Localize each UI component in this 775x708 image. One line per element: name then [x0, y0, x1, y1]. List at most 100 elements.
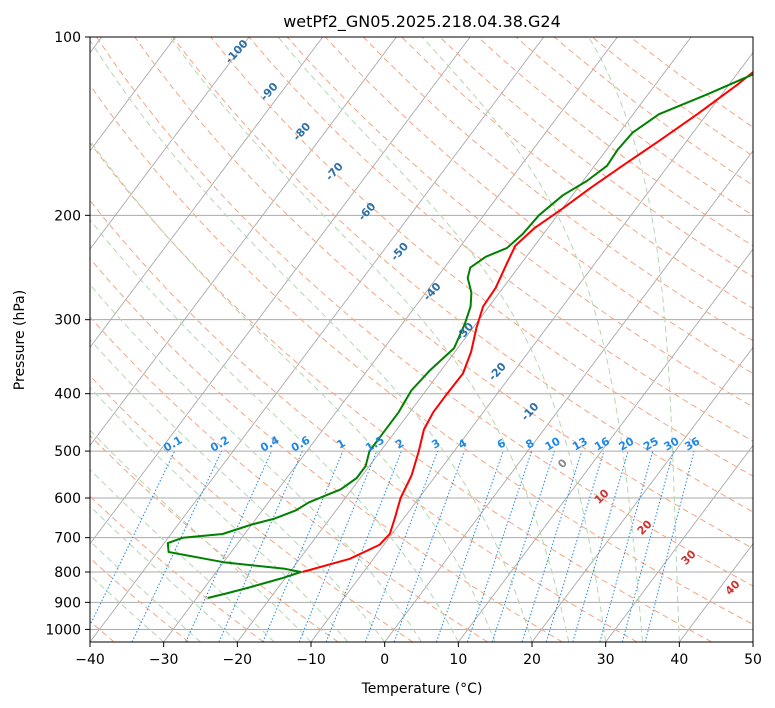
y-tick-label: 500	[54, 444, 81, 460]
temperature-profile	[302, 70, 753, 573]
mixing-ratio-line	[131, 450, 223, 642]
isotherm	[90, 37, 471, 545]
mixing-ratio-label: 4	[456, 436, 469, 451]
moist-adiabat-label: 0	[555, 456, 570, 471]
dry-adiabat	[90, 199, 638, 642]
plot-frame	[89, 36, 754, 643]
moist-adiabat	[277, 37, 607, 642]
mixing-ratio-line	[491, 450, 555, 642]
background-lines	[90, 37, 753, 642]
dry-adiabat	[90, 557, 190, 642]
x-tick-label: −30	[149, 652, 179, 668]
moist-adiabat	[90, 39, 533, 642]
mixing-ratio-line	[298, 450, 378, 642]
dry-adiabat-label: -40	[421, 280, 444, 304]
dry-adiabat-label: -10	[519, 400, 542, 424]
dry-adiabat-label: -90	[258, 80, 281, 104]
dry-adiabat	[90, 495, 264, 642]
moist-adiabat	[90, 505, 238, 642]
mixing-ratio-label: 6	[495, 436, 508, 451]
moist-adiabat-label: 10	[592, 486, 612, 506]
mixing-ratio-label: 8	[523, 437, 536, 452]
mixing-ratio-line	[467, 450, 533, 642]
dry-adiabat	[90, 142, 712, 642]
dry-adiabat	[90, 375, 414, 642]
axes: −40 −30 −20 −10 0 10 20 30 40 5010009008007006005…	[45, 30, 762, 668]
dry-adiabat	[401, 37, 753, 310]
dry-adiabat-label: -70	[323, 160, 346, 184]
y-tick-label: 800	[54, 565, 81, 581]
mixing-ratio-line	[435, 450, 504, 642]
x-tick-label: 10	[449, 652, 467, 668]
mixing-ratio-label: 2	[393, 437, 406, 452]
moist-adiabat	[90, 386, 349, 642]
mixing-ratio-line	[393, 450, 465, 642]
mixing-ratio-line	[521, 450, 583, 642]
dry-adiabat	[134, 37, 753, 550]
dry-adiabat	[96, 37, 753, 587]
dry-adiabat	[248, 37, 753, 442]
isotherm	[90, 37, 545, 642]
isotherm	[163, 37, 618, 642]
moist-adiabat	[90, 468, 275, 642]
series-layer	[166, 70, 753, 599]
moist-adiabat-label: 30	[679, 547, 699, 567]
isotherm	[90, 37, 250, 250]
dry-adiabat	[210, 37, 753, 477]
y-tick-label: 400	[54, 387, 81, 403]
isotherm	[384, 150, 753, 642]
y-tick-label: 100	[54, 30, 81, 46]
y-tick-label: 700	[54, 531, 81, 547]
dry-adiabat	[90, 257, 563, 642]
moist-adiabat	[90, 540, 201, 642]
y-axis-label: Pressure (hPa)	[12, 290, 28, 390]
isotherm	[90, 37, 176, 152]
x-tick-label: 0	[380, 652, 389, 668]
mixing-ratio-line	[545, 450, 605, 642]
chart-title: wetPf2_GN05.2025.218.04.38.G24	[283, 12, 561, 32]
isotherm	[678, 543, 753, 642]
moist-adiabat	[90, 139, 496, 642]
y-tick-label: 1000	[45, 622, 81, 638]
line-labels: 0.1 0.2 0.4 0.6 1 1.5 2 3 4 6 8 10 13 16 20 25 30 36-100-…	[161, 37, 743, 598]
isotherm	[605, 444, 753, 642]
mixing-ratio-line	[364, 450, 439, 642]
dry-adiabat	[286, 37, 753, 408]
x-axis-label: Temperature (°C)	[361, 681, 483, 697]
mixing-ratio-line	[599, 450, 654, 642]
dry-adiabat	[439, 37, 753, 278]
isotherm	[90, 37, 324, 349]
moist-adiabat	[588, 37, 680, 642]
x-tick-label: −20	[223, 652, 253, 668]
mixing-ratio-line	[262, 450, 344, 642]
mixing-ratio-label: 1	[335, 437, 348, 452]
y-tick-label: 300	[54, 313, 81, 329]
dry-adiabat-label: -50	[388, 240, 411, 264]
moist-adiabat	[421, 37, 643, 642]
mixing-ratio-line	[218, 450, 303, 642]
isotherm	[310, 51, 753, 642]
dry-adiabat	[172, 37, 753, 513]
y-tick-label: 200	[54, 208, 81, 224]
isotherm	[236, 37, 692, 642]
dry-adiabat-label: -100	[223, 37, 251, 66]
x-tick-label: −10	[296, 652, 326, 668]
moist-adiabat	[90, 218, 459, 642]
y-tick-label: 600	[54, 491, 81, 507]
dry-adiabat	[477, 37, 753, 247]
dry-adiabat	[553, 37, 753, 187]
mixing-ratio-label: 3	[429, 437, 442, 452]
mixing-ratio-line	[572, 450, 629, 642]
dry-adiabat	[90, 434, 339, 642]
dry-adiabat	[90, 316, 488, 642]
moist-adiabat	[90, 338, 386, 642]
dry-adiabat-label: -60	[356, 200, 379, 224]
isotherm	[90, 37, 397, 447]
isotherm	[752, 641, 753, 642]
x-tick-label: 30	[597, 652, 615, 668]
x-tick-label: 20	[523, 652, 541, 668]
dry-adiabat-label: -80	[290, 120, 313, 144]
moist-adiabat	[90, 283, 422, 642]
mixing-ratio-line	[90, 450, 176, 627]
